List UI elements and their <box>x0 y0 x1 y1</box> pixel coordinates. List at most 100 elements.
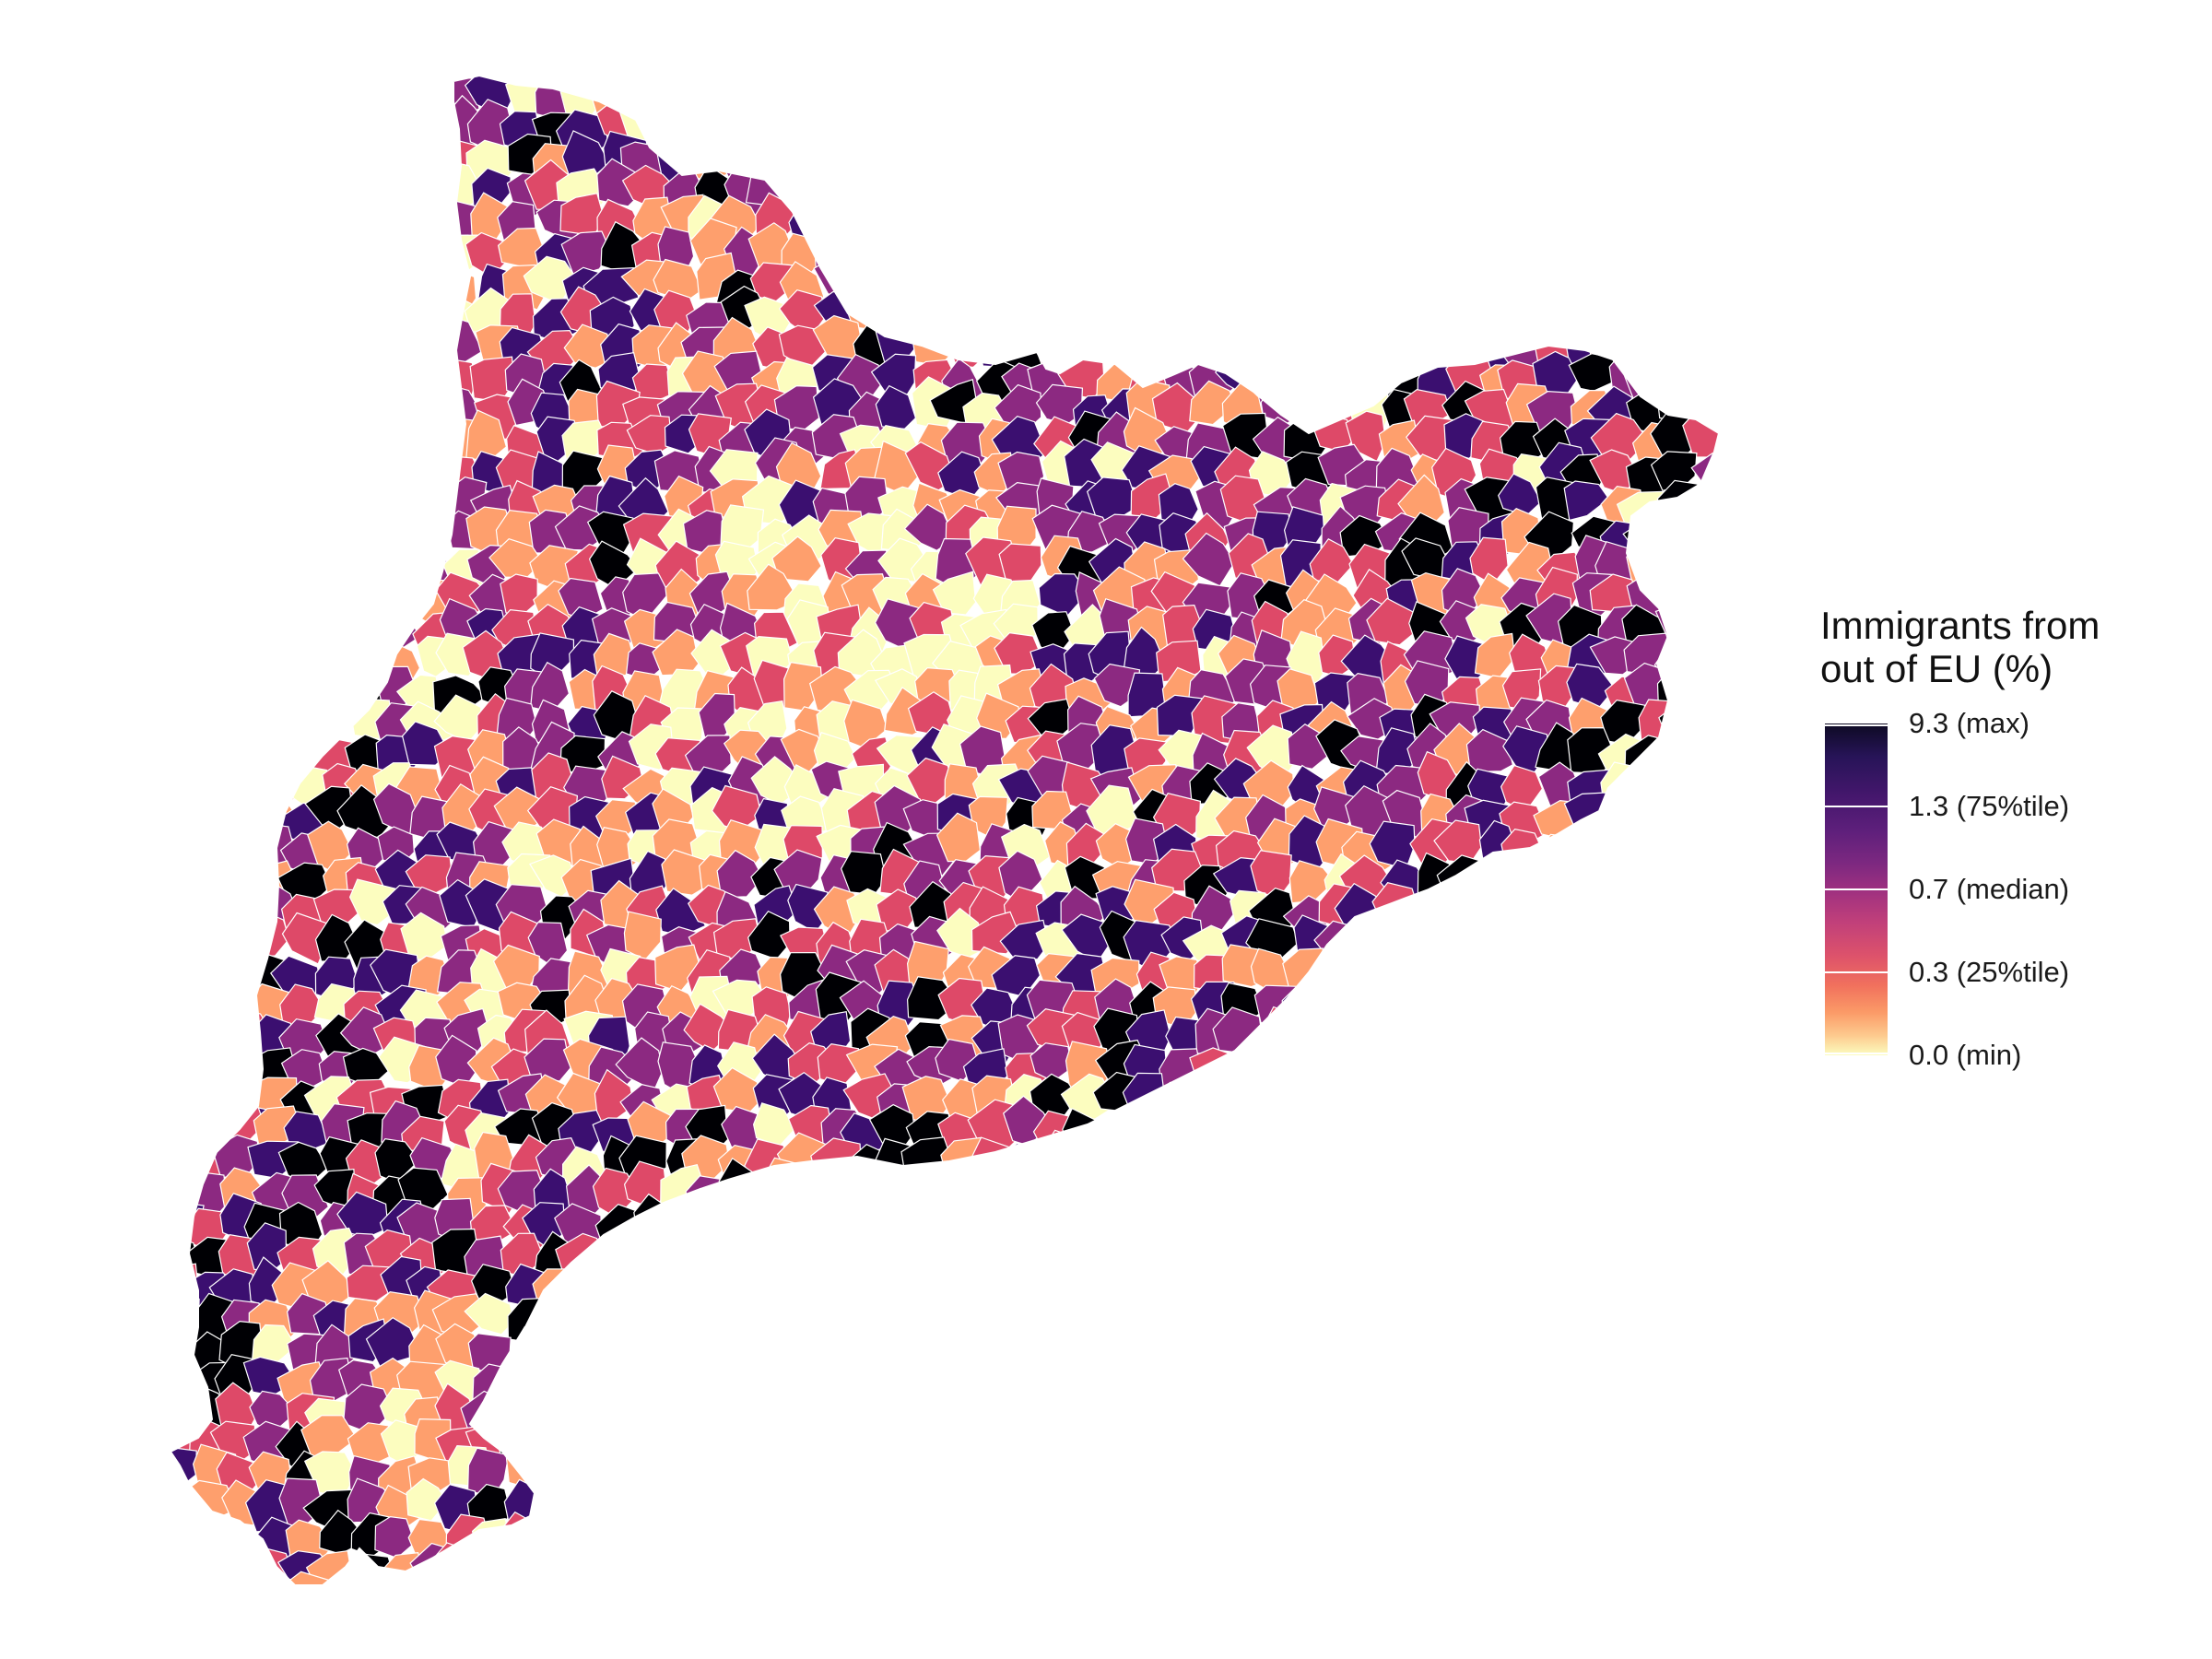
municipality-cell <box>585 76 642 97</box>
municipality-cell <box>1684 136 1719 184</box>
municipality-cell <box>1470 102 1515 148</box>
municipality-cell <box>1438 1230 1483 1274</box>
municipality-cell <box>529 1381 576 1430</box>
municipality-cell <box>471 1588 520 1626</box>
municipality-cell <box>406 507 454 556</box>
municipality-cell <box>1588 76 1635 92</box>
municipality-cell <box>317 448 365 504</box>
municipality-cell <box>369 224 426 272</box>
municipality-cell <box>897 1575 948 1585</box>
municipality-cell <box>182 475 231 520</box>
municipality-cell <box>814 194 860 246</box>
municipality-cell <box>841 160 890 206</box>
municipality-cell <box>171 759 202 808</box>
municipality-cell <box>782 1169 832 1222</box>
municipality-cell <box>171 447 204 491</box>
municipality-cell <box>838 226 889 279</box>
municipality-cell <box>220 129 264 179</box>
municipality-cell <box>596 1357 644 1407</box>
municipality-cell <box>248 101 298 145</box>
municipality-cell <box>119 642 166 684</box>
municipality-cell <box>122 443 167 490</box>
municipality-cell <box>402 437 454 486</box>
municipality-cell <box>206 705 263 746</box>
municipality-cell <box>561 1419 608 1466</box>
municipality-cell <box>1125 1360 1171 1410</box>
municipality-cell <box>171 1168 172 1215</box>
municipality-cell <box>171 1360 175 1405</box>
municipality-cell <box>1464 1552 1512 1585</box>
municipality-cell <box>869 166 925 222</box>
municipality-cell <box>337 546 385 588</box>
municipality-cell <box>171 1446 197 1490</box>
municipality-cell <box>438 1584 484 1585</box>
municipality-cell <box>1621 1264 1669 1312</box>
municipality-cell <box>1194 293 1238 338</box>
municipality-cell <box>1626 830 1677 877</box>
municipality-cell <box>1442 1418 1486 1459</box>
legend-title-line-1: Immigrants from <box>1820 604 2100 647</box>
municipality-cell <box>782 1510 830 1556</box>
municipality-cell <box>971 1424 1015 1464</box>
municipality-cell <box>1631 192 1677 241</box>
municipality-cell <box>1277 1359 1327 1408</box>
municipality-cell <box>1527 297 1578 347</box>
municipality-cell <box>366 349 416 394</box>
municipality-cell <box>909 1446 955 1494</box>
municipality-cell <box>245 698 299 749</box>
municipality-cell <box>177 1543 224 1585</box>
municipality-cell <box>1065 1358 1116 1408</box>
municipality-cell <box>1249 1356 1292 1402</box>
municipality-cell <box>1262 1481 1300 1532</box>
municipality-cell <box>245 300 297 342</box>
municipality-cell <box>947 1385 990 1432</box>
municipality-cell <box>1215 1575 1260 1585</box>
municipality-cell <box>1662 538 1712 584</box>
municipality-cell <box>901 104 949 151</box>
municipality-cell <box>1449 1517 1492 1560</box>
municipality-cell <box>1702 986 1719 1037</box>
municipality-cell <box>1220 1234 1274 1287</box>
municipality-cell <box>1413 229 1460 278</box>
municipality-cell <box>1065 1515 1117 1567</box>
municipality-cell <box>1214 230 1265 280</box>
municipality-cell <box>1636 1579 1678 1585</box>
municipality-cell <box>274 445 322 495</box>
municipality-cell <box>1429 1112 1483 1159</box>
municipality-cell <box>1462 287 1517 344</box>
municipality-cell <box>1123 258 1166 311</box>
municipality-cell <box>1091 1230 1137 1277</box>
municipality-cell <box>1315 1382 1371 1429</box>
municipality-cell <box>225 538 274 584</box>
municipality-cell <box>820 1536 869 1585</box>
municipality-cell <box>1282 947 1324 989</box>
municipality-cell <box>1055 100 1101 153</box>
municipality-cell <box>1318 946 1368 992</box>
municipality-cell <box>1217 1356 1268 1412</box>
municipality-cell <box>1181 1291 1227 1341</box>
municipality-cell <box>560 230 612 277</box>
municipality-cell <box>1662 824 1716 870</box>
municipality-cell <box>349 266 398 307</box>
municipality-cell <box>1347 1545 1394 1585</box>
municipality-cell <box>171 888 205 935</box>
municipality-cell <box>1665 1075 1709 1117</box>
municipality-cell <box>1437 280 1481 338</box>
municipality-cell <box>870 100 915 148</box>
municipality-cell <box>1124 139 1176 192</box>
municipality-cell <box>274 600 325 652</box>
municipality-cell <box>1534 1474 1575 1524</box>
municipality-cell <box>379 159 423 210</box>
municipality-cell <box>1325 1421 1369 1469</box>
municipality-cell <box>1700 200 1719 251</box>
municipality-cell <box>1345 1573 1385 1585</box>
municipality-cell <box>405 378 453 433</box>
municipality-cell <box>1222 1472 1273 1521</box>
municipality-cell <box>1533 890 1584 930</box>
municipality-cell <box>221 321 272 367</box>
municipality-cell <box>312 253 357 303</box>
municipality-cell <box>912 1324 960 1378</box>
municipality-cell <box>1406 1053 1452 1100</box>
legend-label-median: 0.7 (median) <box>1909 873 2070 905</box>
municipality-cell <box>251 416 300 464</box>
